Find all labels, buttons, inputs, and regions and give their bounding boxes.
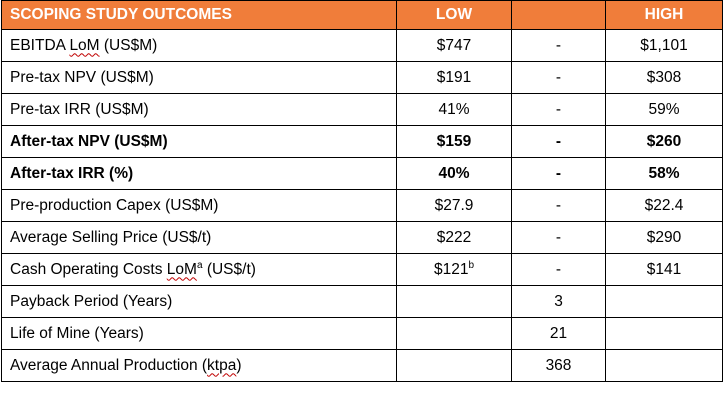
- low-value: $222: [396, 221, 512, 254]
- low-value: $27.9: [396, 189, 512, 222]
- table-row-pretax-irr: Pre-tax IRR (US$M) 41% - 59%: [1, 93, 723, 126]
- row-label: Average Selling Price (US$/t): [1, 221, 397, 254]
- table-row-life-of-mine: Life of Mine (Years) 21: [1, 317, 723, 350]
- row-label: Payback Period (Years): [1, 285, 397, 318]
- footnote-marker: b: [468, 259, 475, 271]
- low-value: $191: [396, 61, 512, 94]
- mid-value: 21: [511, 317, 606, 350]
- row-label: Pre-tax NPV (US$M): [1, 61, 397, 94]
- low-value: [396, 285, 512, 318]
- header-low: LOW: [396, 0, 512, 30]
- table-header-row: SCOPING STUDY OUTCOMES LOW HIGH: [1, 0, 723, 30]
- high-value: 59%: [605, 93, 723, 126]
- low-value: [396, 349, 512, 382]
- high-value: $308: [605, 61, 723, 94]
- table-row-annual-production: Average Annual Production (ktpa) 368: [1, 349, 723, 382]
- row-label: EBITDA LoM (US$M): [1, 29, 397, 62]
- low-value: 40%: [396, 157, 512, 190]
- high-value: $290: [605, 221, 723, 254]
- spellcheck-flag: ktpa: [207, 356, 237, 374]
- low-value: $747: [396, 29, 512, 62]
- table-row-aftertax-npv: After-tax NPV (US$M) $159 - $260: [1, 125, 723, 158]
- table-row-cash-costs: Cash Operating Costs LoMa (US$/t) $121b …: [1, 253, 723, 286]
- header-high: HIGH: [605, 0, 723, 30]
- spellcheck-flag: LoM: [166, 260, 197, 278]
- table-row-ebitda: EBITDA LoM (US$M) $747 - $1,101: [1, 29, 723, 62]
- mid-value: 368: [511, 349, 606, 382]
- high-value: $141: [605, 253, 723, 286]
- table-row-pretax-npv: Pre-tax NPV (US$M) $191 - $308: [1, 61, 723, 94]
- mid-value: 3: [511, 285, 606, 318]
- footnote-marker: a: [196, 259, 203, 271]
- high-value: 58%: [605, 157, 723, 190]
- row-label: After-tax NPV (US$M): [1, 125, 397, 158]
- table-row-aftertax-irr: After-tax IRR (%) 40% - 58%: [1, 157, 723, 190]
- row-label: Pre-production Capex (US$M): [1, 189, 397, 222]
- row-label: After-tax IRR (%): [1, 157, 397, 190]
- high-value: $260: [605, 125, 723, 158]
- low-value: 41%: [396, 93, 512, 126]
- table-row-selling-price: Average Selling Price (US$/t) $222 - $29…: [1, 221, 723, 254]
- high-value: $1,101: [605, 29, 723, 62]
- high-value: [605, 317, 723, 350]
- high-value: [605, 285, 723, 318]
- header-mid: [511, 0, 606, 30]
- row-label: Life of Mine (Years): [1, 317, 397, 350]
- mid-value: -: [511, 157, 606, 190]
- mid-value: -: [511, 253, 606, 286]
- high-value: [605, 349, 723, 382]
- row-label: Cash Operating Costs LoMa (US$/t): [1, 253, 397, 286]
- mid-value: -: [511, 189, 606, 222]
- row-label: Pre-tax IRR (US$M): [1, 93, 397, 126]
- mid-value: -: [511, 125, 606, 158]
- table-row-capex: Pre-production Capex (US$M) $27.9 - $22.…: [1, 189, 723, 222]
- low-value: $121b: [396, 253, 512, 286]
- mid-value: -: [511, 29, 606, 62]
- low-value: $159: [396, 125, 512, 158]
- spellcheck-flag: LoM: [69, 36, 100, 54]
- mid-value: -: [511, 221, 606, 254]
- row-label: Average Annual Production (ktpa): [1, 349, 397, 382]
- high-value: $22.4: [605, 189, 723, 222]
- scoping-study-outcomes-table: SCOPING STUDY OUTCOMES LOW HIGH EBITDA L…: [1, 0, 723, 382]
- mid-value: -: [511, 61, 606, 94]
- header-title: SCOPING STUDY OUTCOMES: [1, 0, 397, 30]
- table-row-payback: Payback Period (Years) 3: [1, 285, 723, 318]
- low-value: [396, 317, 512, 350]
- mid-value: -: [511, 93, 606, 126]
